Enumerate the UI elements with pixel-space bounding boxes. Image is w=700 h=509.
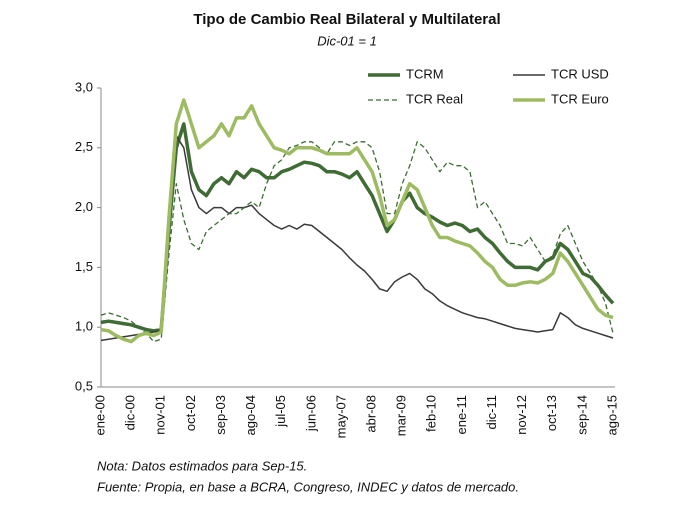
y-tick-label: 1,0 <box>75 319 93 334</box>
note: Fuente: Propia, en base a BCRA, Congreso… <box>97 479 519 494</box>
x-tick-label: feb-10 <box>424 395 439 432</box>
series-line <box>100 141 614 343</box>
y-tick-label: 0,5 <box>75 378 93 393</box>
x-tick-label: nov-12 <box>514 395 529 435</box>
x-tick-label: oct-13 <box>544 395 559 431</box>
chart-subtitle: Dic-01 = 1 <box>317 33 377 48</box>
x-tick-label: oct-02 <box>183 395 198 431</box>
y-tick-label: 2,0 <box>75 199 93 214</box>
series-line <box>100 135 614 342</box>
x-tick-label: sep-14 <box>574 395 589 435</box>
x-tick-label: mar-09 <box>394 395 409 436</box>
legend-label: TCR USD <box>551 66 609 81</box>
x-tick-label: ene-00 <box>92 395 107 435</box>
x-tick-label: dic-11 <box>484 395 499 429</box>
y-tick-label: 3,0 <box>75 79 93 94</box>
x-tick-label: ago-04 <box>243 395 258 435</box>
x-tick-label: nov-01 <box>153 395 168 435</box>
x-tick-label: sep-03 <box>213 395 228 435</box>
x-tick-label: abr-08 <box>363 395 378 433</box>
chart-title: Tipo de Cambio Real Bilateral y Multilat… <box>193 11 500 28</box>
y-tick-label: 1,5 <box>75 259 93 274</box>
legend-label: TCR Euro <box>551 91 609 106</box>
series-line <box>100 122 615 333</box>
legend-label: TCR Real <box>406 91 463 106</box>
x-tick-label: ago-15 <box>604 395 619 435</box>
y-tick-label: 2,5 <box>75 139 93 154</box>
x-tick-label: dic-00 <box>123 395 138 430</box>
x-tick-label: jun-06 <box>303 395 318 432</box>
x-tick-label: may-07 <box>333 395 348 438</box>
series-line <box>100 98 614 344</box>
x-tick-label: ene-11 <box>454 395 469 435</box>
legend-label: TCRM <box>406 66 444 81</box>
x-tick-label: jul-05 <box>273 395 288 428</box>
note: Nota: Datos estimados para Sep-15. <box>97 458 307 473</box>
